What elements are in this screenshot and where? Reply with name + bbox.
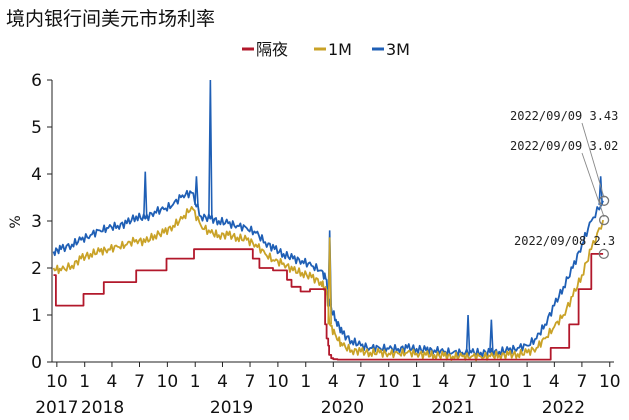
x-tick-label: 4: [217, 372, 228, 392]
x-year-label: 2022: [542, 398, 585, 418]
legend-label: 1M: [328, 40, 352, 59]
legend-item: 1M: [314, 40, 352, 59]
x-tick-label: 4: [438, 372, 449, 392]
x-tick-label: 10: [46, 372, 68, 392]
series-spike: [465, 314, 471, 353]
x-year-label: 2018: [81, 398, 124, 418]
x-tick-label: 10: [378, 372, 400, 392]
x-tick-label: 10: [267, 372, 289, 392]
y-tick-label: 2: [31, 259, 42, 279]
annotation-label: 2022/09/08 2.3: [514, 234, 615, 248]
annotation: 2022/09/09 3.02: [510, 139, 618, 226]
x-tick-label: 1: [411, 372, 422, 392]
annotation-marker: [598, 195, 610, 206]
x-tick-label: 4: [107, 372, 118, 392]
x-tick-label: 1: [79, 372, 90, 392]
y-tick-label: 4: [31, 165, 42, 185]
x-year-label: 2021: [431, 398, 474, 418]
x-year-label: 2019: [210, 398, 253, 418]
legend-label: 隔夜: [256, 40, 288, 59]
x-tick-label: 10: [599, 372, 621, 392]
x-tick-label: 7: [576, 372, 587, 392]
y-tick-label: 3: [31, 212, 42, 232]
x-year-label: 2017: [35, 398, 78, 418]
annotation-leader: [581, 152, 605, 218]
annotation: 2022/09/08 2.3: [514, 234, 615, 260]
annotation-layer: 2022/09/09 3.43 2022/09/09 3.02 2022/09/08…: [510, 109, 618, 260]
y-tick-label: 5: [31, 118, 42, 138]
series-spike: [489, 319, 494, 353]
y-tick-label: 1: [31, 306, 42, 326]
legend-label: 3M: [386, 40, 410, 59]
x-tick-label: 7: [466, 372, 477, 392]
legend: 隔夜 1M 3M: [242, 40, 410, 59]
chart-title: 境内银行间美元市场利率: [6, 8, 215, 30]
x-tick-label: 1: [190, 372, 201, 392]
series-spike: [598, 176, 603, 205]
y-tick-label: 6: [31, 71, 42, 91]
series-line: [53, 248, 604, 361]
annotation-leader: [581, 122, 605, 198]
annotation-marker: [598, 214, 610, 226]
series-spike: [208, 79, 213, 219]
series-spike: [327, 237, 332, 325]
x-tick-label: 4: [549, 372, 560, 392]
x-tick-label: 10: [157, 372, 179, 392]
y-axis-label: %: [8, 215, 24, 228]
x-year-label: 2020: [321, 398, 364, 418]
x-tick-label: 7: [134, 372, 145, 392]
series-spike: [194, 176, 199, 205]
x-tick-label: 10: [488, 372, 510, 392]
legend-item: 3M: [372, 40, 410, 59]
legend-item: 隔夜: [242, 40, 288, 59]
annotation-marker: [598, 248, 609, 260]
x-tick-label: 7: [245, 372, 256, 392]
annotation-label: 2022/09/09 3.02: [510, 139, 618, 153]
x-tick-label: 4: [328, 372, 339, 392]
series-spike: [142, 171, 148, 219]
annotation: 2022/09/09 3.43: [510, 109, 618, 206]
series-layer: [52, 79, 604, 362]
x-tick-label: 1: [522, 372, 533, 392]
x-tick-label: 7: [355, 372, 366, 392]
x-tick-label: 1: [300, 372, 311, 392]
annotation-label: 2022/09/09 3.43: [510, 109, 618, 123]
y-tick-label: 0: [31, 353, 42, 373]
